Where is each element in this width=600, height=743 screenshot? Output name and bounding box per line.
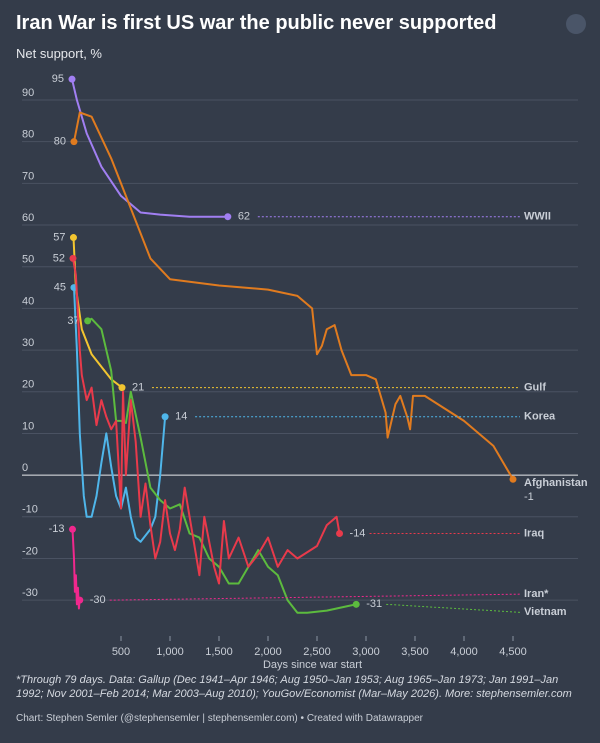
y-tick-label: 30 [22,337,34,349]
series-line [71,529,81,610]
y-tick-label: 10 [22,420,34,432]
end-point [118,384,126,392]
start-value-label: 45 [54,281,66,293]
series-name: Gulf [524,382,546,394]
end-value-label: -14 [350,527,366,539]
x-tick-label: 2,500 [303,646,331,658]
end-point [336,529,344,537]
y-tick-label: 60 [22,212,34,224]
chart-subtitle: Net support, % [16,46,102,61]
series-name: Vietnam [524,606,567,618]
series-name: Afghanistan [524,477,588,489]
end-value-label: -1 [524,491,534,503]
x-tick-label: 1,000 [156,646,184,658]
chart: 90 80 70 60 50 40 30 20 10 0 -10 -20 -30 500 1,000 1,50… [22,73,588,671]
series-name: Iraq [524,527,544,539]
series-line [73,287,167,543]
start-value-label: -13 [49,523,65,535]
start-value-label: 52 [53,252,65,264]
y-tick-label: 80 [22,129,34,141]
y-tick-label: 70 [22,170,34,182]
start-point [69,234,77,242]
end-value-label: 62 [238,211,250,223]
end-value-label: 14 [175,411,187,423]
y-tick-label: -20 [22,545,38,557]
series-line [87,317,357,614]
y-tick-label: 50 [22,254,34,266]
start-point [84,317,92,325]
label-leader [386,603,521,613]
x-tick-label: 4,500 [499,646,527,658]
series-line [71,78,228,218]
series-name: Iran* [524,588,549,600]
y-tick-label: -10 [22,504,38,516]
series-line [73,111,514,480]
y-tick-label: 90 [22,87,34,99]
x-axis-label: Days since war start [263,659,362,671]
x-tick-label: 3,500 [401,646,429,658]
start-point [68,75,76,83]
x-tick-label: 1,500 [205,646,233,658]
start-value-label: 37 [67,315,79,327]
start-point [68,525,76,533]
end-point [161,413,169,421]
x-tick-label: 3,000 [352,646,380,658]
start-point [69,254,77,262]
series-name: WWII [524,211,551,223]
y-tick-label: 40 [22,295,34,307]
start-value-label: 57 [53,231,65,243]
y-tick-label: 0 [22,462,28,474]
y-tick-label: 20 [22,379,34,391]
logo-icon [566,14,586,34]
start-point [70,138,78,146]
label-leader [109,593,521,601]
credit: Chart: Stephen Semler (@stephensemler | … [16,713,423,724]
series-line [72,258,341,585]
series-name: Korea [524,411,556,423]
y-tick-label: -30 [22,587,38,599]
end-point [352,600,360,608]
end-point [509,475,517,483]
start-value-label: 80 [54,136,66,148]
end-value-label: -30 [90,594,106,606]
x-tick-label: 500 [112,646,130,658]
end-point [76,596,84,604]
start-value-label: 95 [52,73,64,85]
x-tick-label: 2,000 [254,646,282,658]
end-value-label: 21 [132,382,144,394]
end-point [224,213,232,221]
chart-title: Iran War is first US war the public neve… [16,12,497,34]
footnote: *Through 79 days. Data: Gallup (Dec 1941… [16,674,572,700]
end-value-label: -31 [366,598,382,610]
x-tick-label: 4,000 [450,646,478,658]
